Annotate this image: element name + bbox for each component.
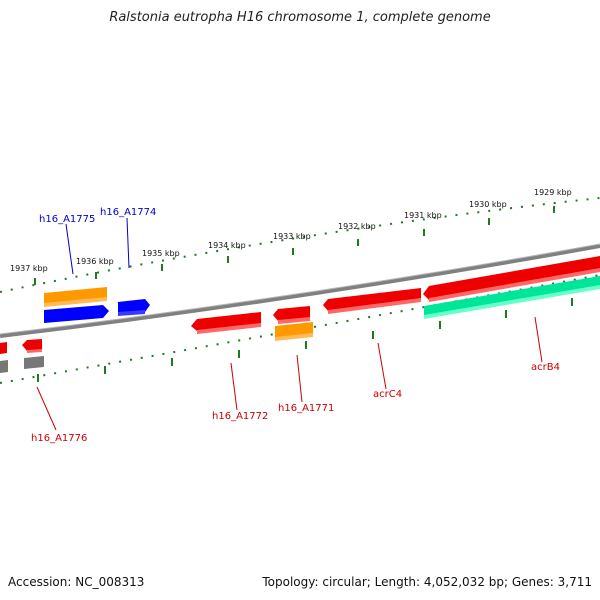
- kbp-label-1934: 1934 kbp: [208, 241, 246, 250]
- gene-h16-A1774-orange-row[interactable]: [44, 305, 109, 323]
- chromosome-backbone: [0, 244, 600, 338]
- reverse-genes: [0, 276, 600, 373]
- gene-acrB4-top[interactable]: [423, 256, 600, 300]
- map-title: Ralstonia eutropha H16 chromosome 1, com…: [109, 10, 491, 25]
- forward-genes: [44, 256, 600, 323]
- kbp-tick-labels: 1937 kbp 1936 kbp 1935 kbp 1934 kbp 1933…: [10, 188, 572, 273]
- kbp-label-1937: 1937 kbp: [10, 264, 48, 273]
- label-h16-A1771: h16_A1771: [278, 403, 334, 414]
- gene-h16-A1771[interactable]: [273, 306, 310, 321]
- gene-h16-A1776[interactable]: [24, 356, 44, 369]
- gene-red-left-2[interactable]: [22, 339, 42, 351]
- label-h16-A1774: h16_A1774: [100, 207, 156, 218]
- label-acrC4: acrC4: [373, 389, 402, 400]
- gene-gray-left[interactable]: [0, 360, 8, 373]
- label-h16-A1775: h16_A1775: [39, 214, 95, 225]
- genome-summary-text: Topology: circular; Length: 4,052,032 bp…: [262, 575, 592, 589]
- kbp-label-1929: 1929 kbp: [534, 188, 572, 197]
- kbp-label-1932: 1932 kbp: [338, 222, 376, 231]
- kbp-label-1936: 1936 kbp: [76, 257, 114, 266]
- kbp-label-1933: 1933 kbp: [273, 232, 311, 241]
- kbp-label-1931: 1931 kbp: [404, 211, 442, 220]
- label-h16-A1776: h16_A1776: [31, 433, 87, 444]
- gene-red-left-1[interactable]: [0, 342, 7, 354]
- kbp-label-1930: 1930 kbp: [469, 200, 507, 209]
- inner-major-ticks: [37, 298, 573, 382]
- label-leaders: [36, 217, 543, 431]
- outer-major-ticks: [34, 206, 555, 285]
- kbp-label-1935: 1935 kbp: [142, 249, 180, 258]
- label-h16-A1772: h16_A1772: [212, 411, 268, 422]
- label-acrB4: acrB4: [531, 362, 560, 373]
- gene-acrC4-top[interactable]: [323, 288, 421, 311]
- gene-h16-A1772[interactable]: [191, 312, 261, 331]
- accession-text: Accession: NC_008313: [8, 575, 145, 589]
